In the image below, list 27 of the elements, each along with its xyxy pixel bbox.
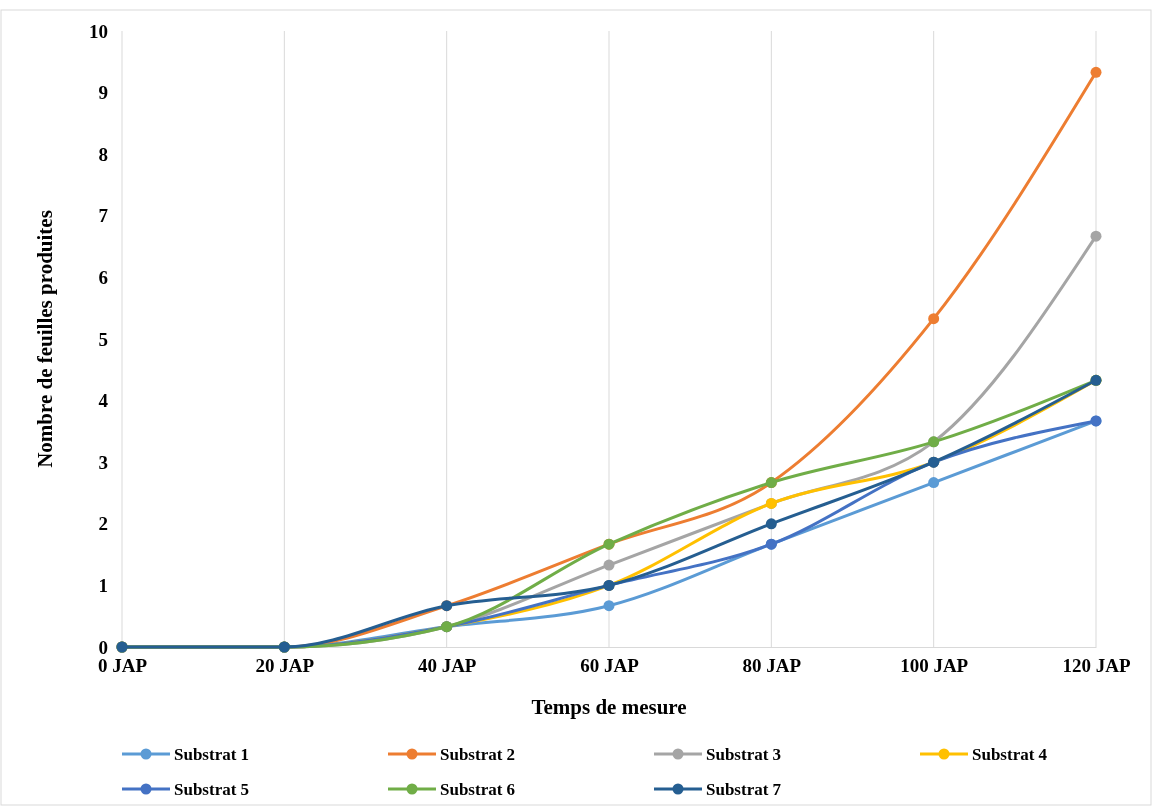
x-tick-label: 120 JAP <box>1062 655 1131 677</box>
x-tick-label: 20 JAP <box>255 655 315 677</box>
y-tick-label: 6 <box>98 266 108 288</box>
y-tick-label: 10 <box>89 20 108 42</box>
y-tick-label: 5 <box>98 328 108 350</box>
y-tick-label: 4 <box>98 390 109 412</box>
y-tick-label: 1 <box>98 574 108 596</box>
legend-label: Substrat 2 <box>440 745 516 764</box>
legend-label: Substrat 4 <box>972 745 1048 764</box>
y-tick-label: 9 <box>98 82 108 104</box>
y-tick-label: 8 <box>98 143 108 165</box>
y-tick-label: 2 <box>98 513 108 535</box>
legend-label: Substrat 3 <box>706 745 782 764</box>
y-axis-title: Nombre de feuilles produites <box>33 210 57 468</box>
x-axis-title: Temps de mesure <box>531 695 687 719</box>
y-tick-label: 0 <box>98 636 108 658</box>
legend-label: Substrat 1 <box>174 745 250 764</box>
legend-label: Substrat 5 <box>174 780 250 799</box>
x-tick-label: 80 JAP <box>742 655 802 677</box>
x-tick-label: 60 JAP <box>580 655 640 677</box>
x-tick-label: 40 JAP <box>417 655 477 677</box>
x-tick-label: 100 JAP <box>900 655 969 677</box>
legend-label: Substrat 6 <box>440 780 516 799</box>
y-tick-label: 7 <box>98 205 109 227</box>
y-tick-label: 3 <box>98 451 108 473</box>
legend-label: Substrat 7 <box>706 780 782 799</box>
x-tick-label: 0 JAP <box>97 655 148 677</box>
